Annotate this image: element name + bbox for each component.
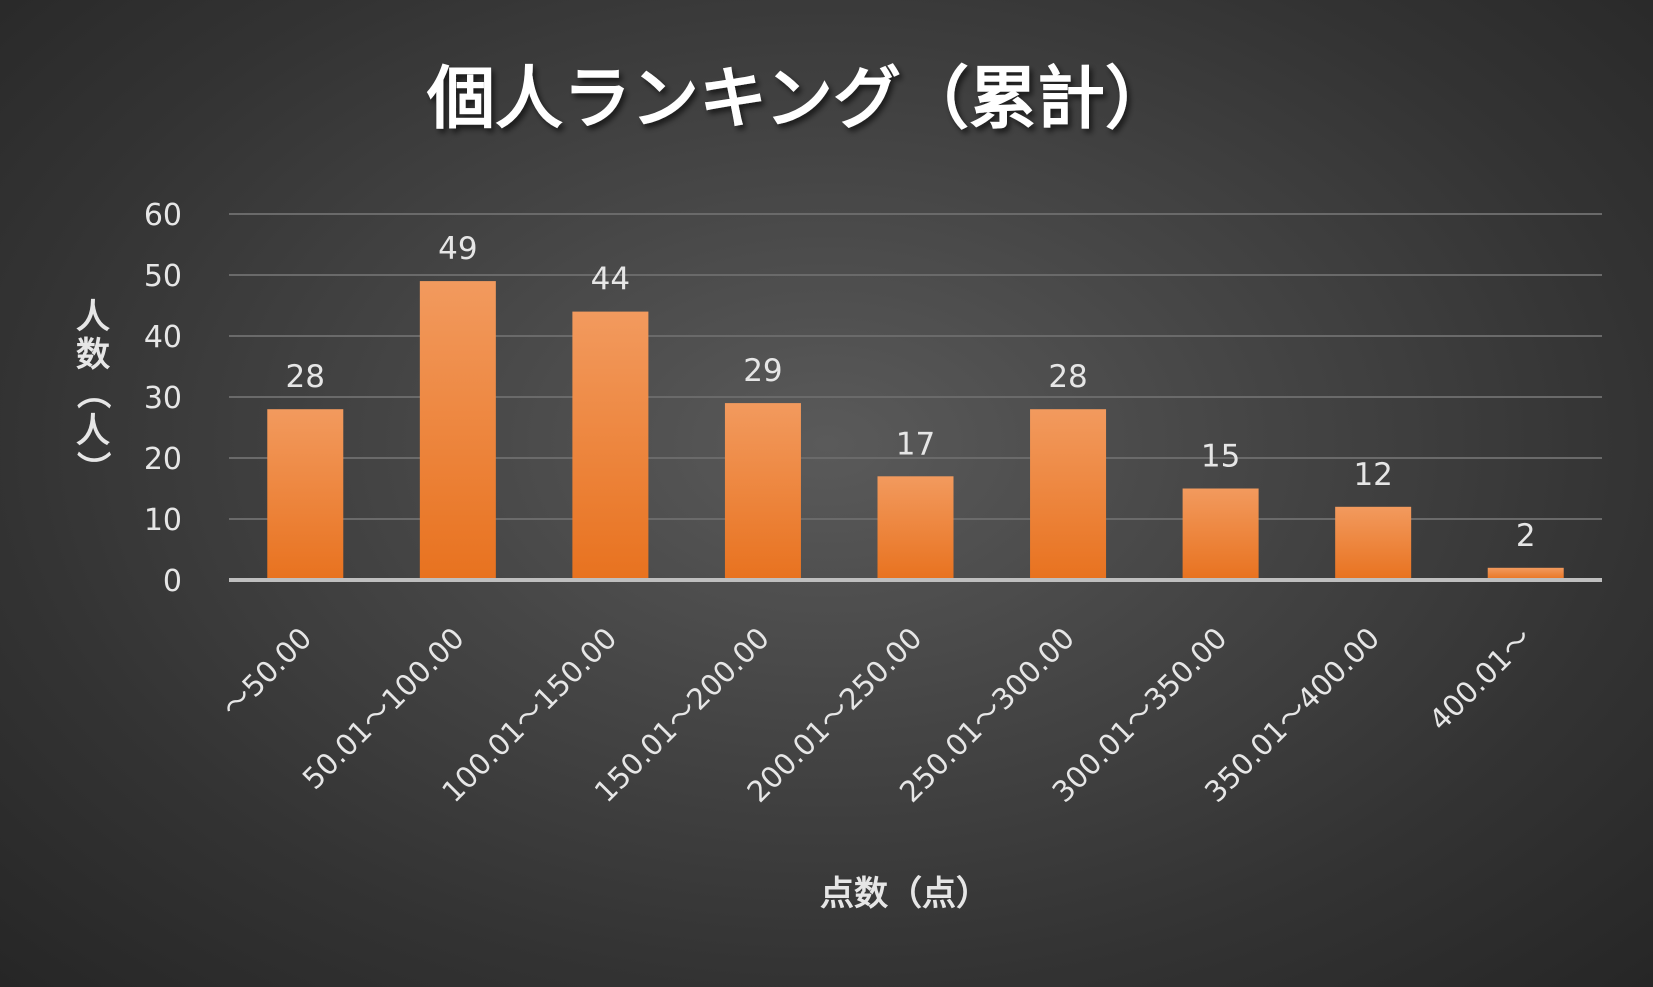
- bar-value-label: 28: [1048, 359, 1087, 395]
- y-tick-label: 40: [144, 320, 182, 355]
- y-tick-label: 10: [144, 503, 182, 538]
- bar-value-label: 15: [1201, 439, 1240, 475]
- y-axis-title-char: 数: [76, 335, 110, 375]
- y-tick-label: 30: [144, 381, 182, 416]
- bar-value-label: 17: [896, 426, 935, 462]
- bar: [1335, 506, 1412, 580]
- bar: [1030, 409, 1107, 580]
- bar: [1182, 488, 1259, 580]
- bar: [877, 476, 954, 580]
- y-axis-ticks: 0 10 20 30 40 50 60: [144, 198, 182, 599]
- x-axis-title: 点数（点）: [820, 874, 990, 914]
- x-category-label: 400.01～: [1422, 621, 1538, 737]
- y-axis-title-char: 人: [76, 411, 110, 451]
- y-axis-title: 人数（人）: [72, 297, 112, 485]
- bars: [267, 281, 1564, 580]
- bar: [724, 403, 801, 580]
- bar: [1487, 567, 1564, 580]
- y-tick-label: 0: [163, 564, 182, 599]
- y-axis-title-char: 人: [76, 297, 110, 337]
- chart-title: 個人ランキング（累計）: [426, 60, 1173, 139]
- x-category-label: 50.01～100.00: [296, 621, 471, 796]
- bar-value-label: 12: [1353, 457, 1392, 493]
- x-axis-labels: ～50.0050.01～100.00100.01～150.00150.01～20…: [215, 621, 1539, 809]
- y-axis-title-char: （: [72, 375, 112, 409]
- bar-value-label: 28: [286, 359, 325, 395]
- y-tick-label: 60: [144, 198, 182, 233]
- y-tick-label: 50: [144, 259, 182, 294]
- x-category-label: ～50.00: [215, 621, 318, 724]
- bar: [267, 409, 344, 580]
- bar-value-label: 44: [591, 262, 630, 298]
- bar-value-label: 49: [438, 231, 477, 267]
- data-labels: 28 49 44 29 17 28 15 12 2: [286, 231, 1536, 554]
- y-axis-title-char: ）: [72, 451, 112, 485]
- bar-value-label: 29: [743, 353, 782, 389]
- bar-value-label: 2: [1516, 518, 1536, 554]
- y-tick-label: 20: [144, 442, 182, 477]
- bar: [572, 311, 649, 580]
- bar: [419, 281, 496, 580]
